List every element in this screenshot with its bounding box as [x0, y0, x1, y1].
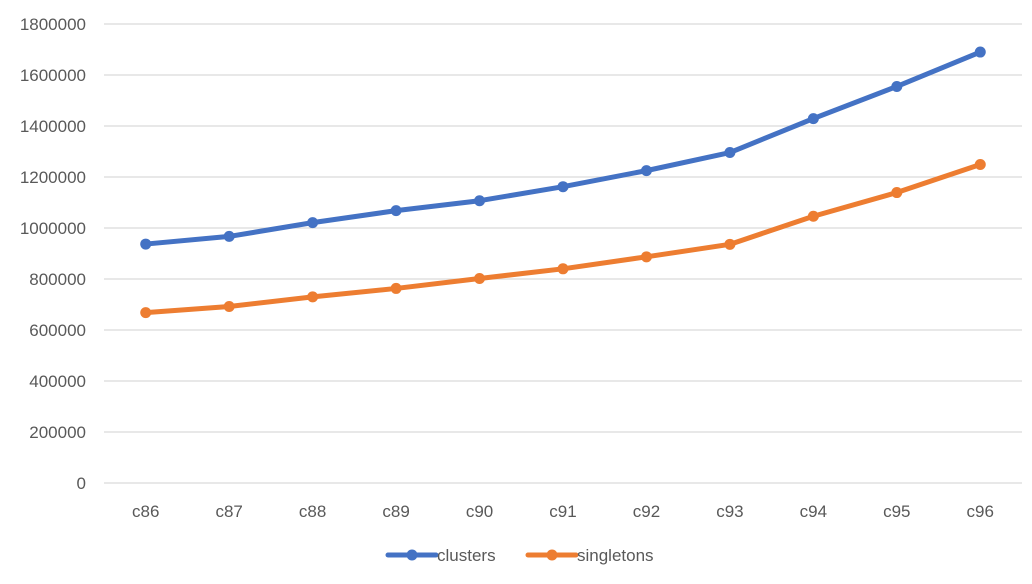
- data-point: [557, 263, 569, 275]
- legend-label: singletons: [577, 546, 654, 565]
- legend-item-clusters: clusters: [385, 546, 496, 565]
- gridlines: [104, 23, 1022, 484]
- data-point: [223, 301, 235, 313]
- x-tick-label: c94: [800, 502, 827, 521]
- data-point: [724, 147, 736, 159]
- series-lines: [140, 46, 986, 319]
- legend-marker: [406, 549, 418, 561]
- x-tick-label: c95: [883, 502, 910, 521]
- series-singletons: [140, 159, 986, 319]
- data-point: [140, 238, 152, 250]
- x-tick-label: c89: [382, 502, 409, 521]
- x-tick-label: c86: [132, 502, 159, 521]
- y-tick-label: 1200000: [20, 168, 86, 187]
- y-tick-label: 1400000: [20, 117, 86, 136]
- data-point: [974, 46, 986, 58]
- y-tick-label: 400000: [29, 372, 86, 391]
- data-point: [390, 205, 402, 217]
- data-point: [724, 238, 736, 250]
- legend-marker: [546, 549, 558, 561]
- x-tick-label: c90: [466, 502, 493, 521]
- data-point: [474, 195, 486, 207]
- y-tick-label: 800000: [29, 270, 86, 289]
- legend-label: clusters: [437, 546, 496, 565]
- x-tick-label: c92: [633, 502, 660, 521]
- y-tick-label: 1800000: [20, 15, 86, 34]
- data-point: [474, 272, 486, 284]
- y-tick-label: 1600000: [20, 66, 86, 85]
- y-tick-label: 1000000: [20, 219, 86, 238]
- y-tick-label: 600000: [29, 321, 86, 340]
- data-point: [640, 251, 652, 263]
- x-tick-label: c91: [549, 502, 576, 521]
- axes: 0 200000 400000 600000 800000 1000000 1200000 1…: [20, 15, 994, 521]
- data-point: [807, 113, 819, 125]
- x-tick-label: c88: [299, 502, 326, 521]
- legend: clusters singletons: [385, 546, 654, 565]
- x-tick-label: c87: [215, 502, 242, 521]
- data-point: [640, 165, 652, 177]
- data-point: [140, 307, 152, 319]
- data-point: [307, 217, 319, 229]
- data-point: [223, 230, 235, 242]
- data-point: [557, 181, 569, 193]
- data-point: [307, 291, 319, 303]
- series-clusters: [140, 46, 986, 250]
- data-point: [891, 80, 903, 92]
- y-tick-label: 200000: [29, 423, 86, 442]
- data-point: [807, 210, 819, 222]
- data-point: [891, 187, 903, 199]
- y-tick-label: 0: [77, 474, 86, 493]
- data-point: [974, 159, 986, 171]
- data-point: [390, 282, 402, 294]
- series-line: [143, 49, 983, 247]
- legend-item-singletons: singletons: [525, 546, 654, 565]
- x-tick-label: c93: [716, 502, 743, 521]
- x-tick-label: c96: [967, 502, 994, 521]
